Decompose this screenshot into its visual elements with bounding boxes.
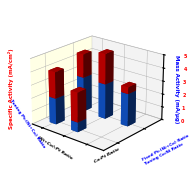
Text: (Ni+Co):Pt Ratio: (Ni+Co):Pt Ratio [36,136,73,161]
Text: Tuning Pt:(Ni+Co) Ratio: Tuning Pt:(Ni+Co) Ratio [9,98,46,149]
Text: Co:Pt Ratio: Co:Pt Ratio [94,147,120,164]
Text: Fixed Pt:(Ni+Co) Ratio
Tuning Co:Ni Ratio: Fixed Pt:(Ni+Co) Ratio Tuning Co:Ni Rati… [142,134,191,166]
Text: Mass Activity (mA/μg): Mass Activity (mA/μg) [174,55,179,123]
Text: Specific Activity (mA/cm²): Specific Activity (mA/cm²) [8,48,14,129]
